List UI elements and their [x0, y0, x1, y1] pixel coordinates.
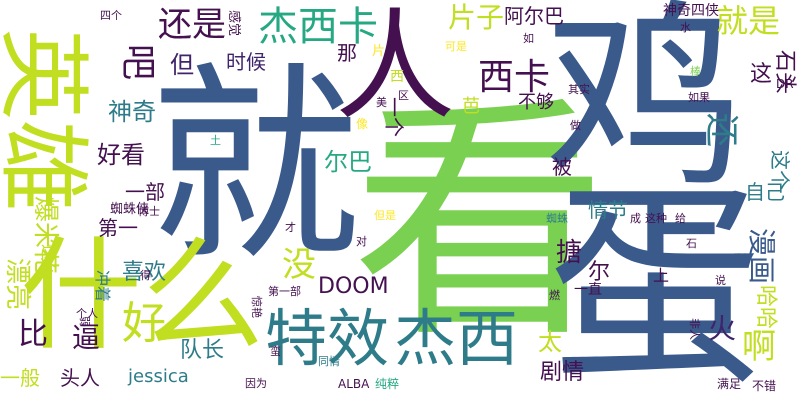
- word: 吧: [117, 44, 158, 81]
- word: 这: [750, 62, 773, 87]
- word: 漫画: [745, 228, 778, 285]
- word: 片子: [448, 1, 505, 34]
- word: 时候: [226, 50, 266, 74]
- word: 成: [630, 212, 641, 225]
- word: 得: [140, 269, 151, 282]
- word: 但是: [374, 209, 396, 222]
- word: 啊: [742, 327, 776, 367]
- word: 一直: [574, 282, 602, 298]
- word: 就是: [716, 2, 781, 40]
- word: 火: [708, 312, 737, 345]
- word: DOOM: [318, 274, 389, 299]
- word: 特效: [265, 302, 390, 375]
- word: 四个: [100, 9, 122, 22]
- word: 可是: [445, 40, 467, 53]
- word: 什么: [20, 225, 264, 367]
- word: 那: [337, 41, 357, 65]
- word: 喜欢: [122, 260, 167, 285]
- word: 情节: [588, 198, 628, 222]
- word: 一部: [125, 180, 165, 204]
- word: 一个: [382, 97, 406, 137]
- word: 纯粹: [375, 377, 400, 391]
- word: 被: [552, 155, 572, 179]
- word: 燃: [549, 289, 560, 302]
- word: 神奇: [108, 98, 156, 126]
- word: 蜘蛛侠: [110, 202, 150, 217]
- word: 其实: [568, 83, 590, 96]
- word: 因为: [245, 377, 267, 390]
- word: 杰西卡: [258, 4, 378, 50]
- word: 做: [570, 119, 581, 132]
- word: 不够: [518, 92, 554, 113]
- word: 对: [356, 235, 367, 248]
- word: 这种: [645, 212, 667, 225]
- word: 还是: [158, 5, 226, 45]
- word: 鸡: [545, 0, 746, 216]
- word: 就: [150, 44, 361, 289]
- word: 蛮: [270, 345, 281, 358]
- word: 蜘蛛: [546, 212, 568, 225]
- word: 片: [372, 44, 386, 59]
- word: 一般: [0, 366, 40, 390]
- word: 没: [282, 245, 316, 285]
- word: 这么: [39, 244, 58, 277]
- word: 尔巴: [324, 148, 372, 176]
- word: 区: [398, 89, 409, 102]
- word: 漂亮: [2, 258, 32, 311]
- word: 头人: [60, 366, 100, 390]
- word: 上: [653, 266, 670, 285]
- word: 个人: [76, 307, 98, 320]
- word: jessica: [128, 366, 189, 387]
- word: 土: [210, 134, 221, 147]
- word: 哈哈: [753, 285, 778, 330]
- word: 不错: [752, 379, 777, 393]
- word: 惊艳: [250, 296, 263, 318]
- word: 队长: [180, 338, 225, 363]
- word: 西卡: [478, 57, 551, 98]
- word: 太: [538, 328, 562, 356]
- word: 给: [675, 212, 686, 225]
- word: 满足: [717, 377, 742, 391]
- word: 好: [122, 298, 166, 349]
- word: 非人: [688, 318, 701, 340]
- word: 美: [376, 96, 387, 109]
- word: 杰西: [394, 302, 519, 375]
- word: 剧情: [540, 360, 585, 385]
- word: 但: [170, 51, 194, 79]
- word: 水: [680, 21, 691, 34]
- word: 搪: [556, 238, 583, 268]
- word: 神奇四侠: [663, 3, 719, 19]
- word: 好看: [97, 141, 145, 169]
- word: 第一: [98, 216, 138, 240]
- word: 还: [701, 113, 741, 147]
- word: 看: [352, 75, 608, 372]
- word: 西: [390, 69, 404, 85]
- word: 逼: [72, 321, 101, 354]
- word: 像: [356, 117, 369, 131]
- word: 如果: [688, 91, 710, 104]
- word: 感觉: [226, 10, 241, 37]
- word: 说: [715, 274, 726, 287]
- word: 冲着: [93, 270, 112, 303]
- word: 尔: [588, 260, 611, 285]
- word: 才: [285, 221, 296, 234]
- word: 棒: [690, 65, 701, 78]
- word: ALBA: [338, 377, 370, 391]
- word: 比: [18, 317, 48, 352]
- word: 芭: [462, 96, 480, 117]
- word: 阿尔巴: [504, 4, 564, 28]
- word: 蛋: [548, 162, 763, 400]
- word: 英雄: [0, 28, 96, 213]
- word: 自己: [745, 180, 785, 204]
- word: DR: [776, 77, 794, 91]
- word: 同情: [318, 355, 340, 368]
- word: 博士: [138, 205, 160, 218]
- word: 石: [686, 237, 697, 250]
- word: 如: [523, 32, 534, 45]
- word: 弱: [78, 316, 91, 327]
- word: 人: [335, 0, 455, 137]
- word: 第一部: [268, 285, 301, 298]
